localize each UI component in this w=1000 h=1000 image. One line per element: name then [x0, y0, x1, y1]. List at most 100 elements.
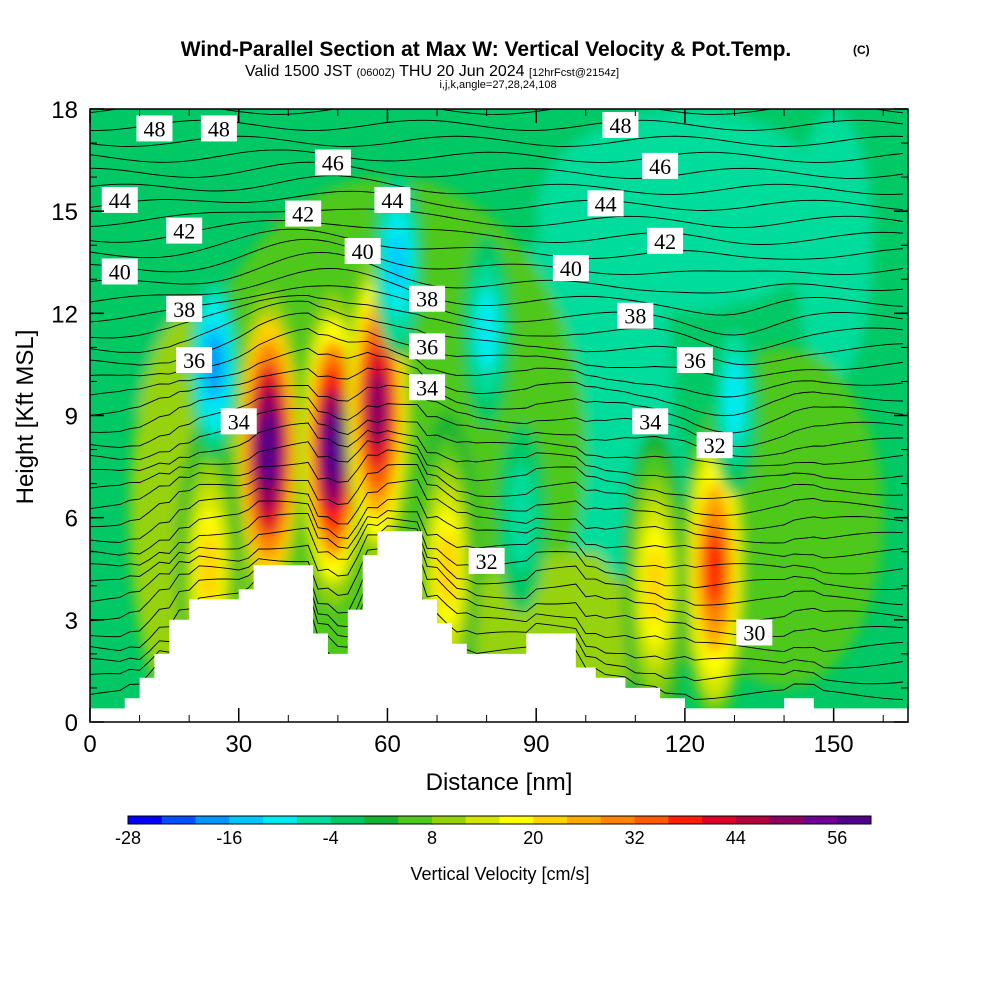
svg-text:40: 40	[352, 239, 374, 264]
colorbar-swatch	[229, 816, 264, 824]
contour-label: 42	[285, 200, 322, 227]
contour-label: 48	[200, 115, 237, 142]
svg-text:36: 36	[416, 334, 438, 359]
svg-text:48: 48	[609, 113, 631, 138]
theta-contour-line	[90, 463, 904, 531]
svg-text:34: 34	[639, 409, 661, 434]
svg-text:48: 48	[143, 116, 165, 141]
svg-text:42: 42	[654, 229, 676, 254]
x-tick-label: 60	[374, 731, 401, 758]
contour-label: 32	[696, 432, 733, 459]
y-tick-label: 12	[51, 301, 78, 328]
colorbar-frame	[127, 815, 872, 825]
copyright-mark: (C)	[853, 43, 870, 57]
colorbar-swatch	[634, 816, 669, 824]
colorbar-swatch	[296, 816, 332, 824]
colorbar-tick-label: 56	[827, 828, 847, 848]
x-tick-label: 120	[665, 731, 705, 758]
contour-label: 34	[220, 408, 257, 435]
svg-text:34: 34	[228, 409, 250, 434]
y-tick-label: 0	[65, 710, 78, 737]
colorbar-swatch	[128, 816, 163, 824]
theta-contour-line	[90, 312, 904, 379]
colorbar-swatch	[803, 816, 838, 824]
svg-text:42: 42	[173, 219, 195, 244]
velocity-region	[793, 109, 874, 382]
updraft-core	[323, 412, 343, 488]
y-tick-label: 3	[65, 608, 78, 635]
contour-label: 44	[587, 190, 624, 217]
terrain	[90, 531, 908, 722]
theta-contour-line	[90, 566, 904, 653]
theta-contour-line	[90, 479, 904, 544]
colorbar-tick-label: 32	[625, 828, 645, 848]
theta-contour-line	[90, 228, 904, 260]
svg-text:38: 38	[173, 297, 195, 322]
svg-text:48: 48	[208, 116, 230, 141]
theta-contour-line	[90, 536, 904, 622]
contour-label: 48	[602, 112, 639, 139]
colorbar-tick-label: -28	[115, 828, 141, 848]
subtitle-index: i,j,k,angle=27,28,24,108	[439, 79, 556, 91]
svg-text:36: 36	[183, 348, 205, 373]
colorbar-swatch	[769, 816, 804, 824]
chart-title: Wind-Parallel Section at Max W: Vertical…	[181, 38, 792, 61]
svg-text:38: 38	[416, 287, 438, 312]
contour-label: 38	[166, 295, 203, 322]
colorbar-swatch	[837, 816, 872, 824]
colorbar-tick-label: 44	[726, 828, 746, 848]
colorbar-swatch	[465, 816, 500, 824]
theta-contour-line	[90, 449, 904, 516]
theta-contour-line	[90, 251, 904, 294]
svg-text:34: 34	[416, 375, 438, 400]
contour-label: 44	[374, 186, 411, 213]
updraft-core	[199, 531, 219, 607]
updraft-core	[368, 371, 388, 447]
contour-label: 34	[632, 408, 669, 435]
theta-contour-line	[90, 267, 904, 316]
x-axis-label: Distance [nm]	[426, 769, 573, 796]
theta-contour-line	[90, 190, 904, 211]
svg-text:38: 38	[624, 304, 646, 329]
subtitle-valid: Valid 1500 JST	[245, 63, 353, 80]
svg-text:42: 42	[292, 202, 314, 227]
contour-label: 36	[176, 347, 213, 374]
contour-label: 34	[409, 374, 446, 401]
contour-label: 40	[344, 238, 381, 265]
theta-contour-line	[90, 384, 904, 447]
colorbar-tick-label: -16	[216, 828, 242, 848]
downdraft-core	[726, 371, 743, 426]
contour-label: 42	[166, 217, 203, 244]
colorbar-swatch	[364, 816, 399, 824]
svg-text:40: 40	[560, 256, 582, 281]
colorbar-swatch	[195, 816, 230, 824]
x-axis: 0 30 60 90 120 150	[83, 109, 884, 758]
colorbar-swatch	[499, 816, 534, 824]
theta-contour-line	[90, 208, 904, 229]
theta-contour-line	[90, 161, 904, 179]
theta-contour-line	[90, 300, 904, 366]
colorbar-swatch	[735, 816, 771, 824]
svg-text:46: 46	[322, 150, 344, 175]
colorbar-swatch	[533, 816, 568, 824]
colorbar-tick-label: 8	[427, 828, 437, 848]
subtitle-fcst: [12hrFcst@2154z]	[529, 67, 619, 79]
theta-contour-line	[90, 285, 904, 336]
svg-text:44: 44	[381, 188, 403, 213]
theta-contour-line	[90, 422, 904, 481]
theta-contour-line	[90, 175, 904, 195]
contour-label: 32	[468, 547, 505, 574]
theta-contour-line	[90, 496, 904, 559]
chart-subtitle: Valid 1500 JST (0600Z) THU 20 Jun 2024 […	[245, 63, 619, 80]
colorbar-swatch	[263, 816, 298, 824]
downdraft-core	[513, 490, 530, 545]
contour-label: 36	[676, 347, 713, 374]
contour-label: 36	[409, 333, 446, 360]
colorbar-swatch	[431, 816, 467, 824]
y-axis-label: Height [Kft MSL]	[12, 330, 39, 505]
colorbar-swatch	[330, 816, 365, 824]
contour-label: 38	[409, 285, 446, 312]
svg-text:44: 44	[595, 191, 617, 216]
